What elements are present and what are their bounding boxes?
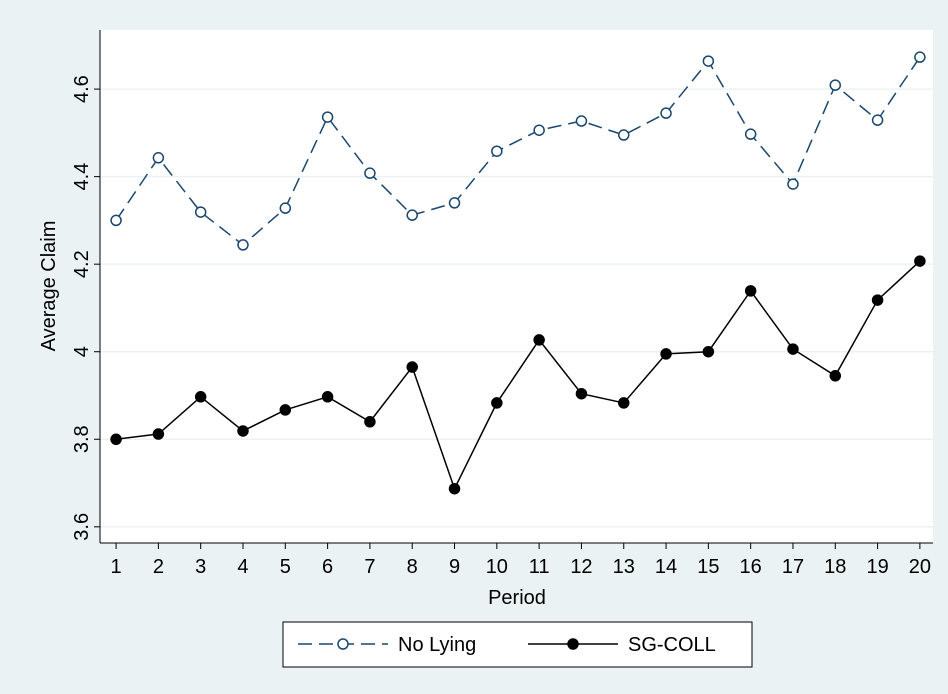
marker <box>152 428 165 440</box>
marker <box>406 361 418 373</box>
legend-label: SG-COLL <box>628 634 716 656</box>
x-tick-label: 17 <box>782 556 804 578</box>
legend-label: No Lying <box>398 634 476 656</box>
marker <box>829 79 842 91</box>
marker <box>660 107 672 119</box>
marker <box>279 404 292 416</box>
marker <box>110 214 122 227</box>
x-tick-label: 9 <box>449 556 460 578</box>
marker <box>533 124 545 136</box>
marker <box>871 114 884 126</box>
x-tick-label: 8 <box>407 556 418 578</box>
x-tick-label: 5 <box>280 556 291 578</box>
marker <box>829 370 842 382</box>
x-tick-label: 18 <box>824 556 846 578</box>
x-axis-title: Period <box>488 587 546 609</box>
x-tick-label: 3 <box>195 556 206 578</box>
marker <box>194 206 207 218</box>
x-tick-label: 1 <box>111 556 122 578</box>
x-tick-label: 6 <box>322 556 333 578</box>
series-line <box>115 260 921 491</box>
x-tick-label: 2 <box>153 556 164 578</box>
y-tick-label: 4.6 <box>71 75 93 103</box>
marker <box>194 391 207 403</box>
x-tick-label: 13 <box>613 556 635 578</box>
marker <box>914 255 926 267</box>
marker <box>575 115 588 127</box>
marker <box>321 391 334 403</box>
marker <box>279 202 292 214</box>
marker <box>914 51 926 63</box>
marker <box>787 343 799 355</box>
marker <box>744 285 757 297</box>
marker <box>364 167 376 179</box>
marker <box>110 433 122 446</box>
marker <box>448 482 461 495</box>
y-tick-label: 4 <box>71 346 93 357</box>
marker <box>744 128 757 140</box>
marker <box>702 345 715 358</box>
marker <box>787 178 799 190</box>
marker <box>491 397 503 409</box>
x-tick-label: 7 <box>364 556 375 578</box>
marker <box>491 145 503 157</box>
y-tick-label: 4.4 <box>71 163 93 191</box>
marker <box>364 416 376 428</box>
x-tick-label: 19 <box>866 556 888 578</box>
marker <box>237 425 249 437</box>
y-tick-label: 4.2 <box>71 250 93 278</box>
marker <box>617 397 630 409</box>
marker <box>702 55 715 67</box>
series-line <box>115 56 921 246</box>
x-tick-label: 14 <box>655 556 677 578</box>
y-tick-label: 3.6 <box>71 513 93 541</box>
x-tick-label: 10 <box>486 556 508 578</box>
marker <box>533 334 545 346</box>
marker <box>575 387 588 400</box>
x-tick-label: 12 <box>570 556 592 578</box>
marker <box>237 239 249 251</box>
marker <box>321 111 334 123</box>
x-tick-label: 20 <box>909 556 931 578</box>
x-tick-label: 16 <box>740 556 762 578</box>
marker <box>448 197 461 209</box>
y-tick-label: 3.8 <box>71 425 93 453</box>
x-tick-label: 4 <box>237 556 248 578</box>
marker <box>152 152 165 164</box>
marker <box>617 129 630 141</box>
marker <box>660 348 672 360</box>
x-tick-label: 15 <box>697 556 719 578</box>
legend-marker <box>567 638 579 650</box>
plot-area <box>100 30 933 543</box>
y-axis-title: Average Claim <box>38 221 60 352</box>
marker <box>871 294 884 306</box>
legend-marker <box>337 638 349 650</box>
marker <box>406 209 418 221</box>
x-tick-label: 11 <box>529 556 550 578</box>
